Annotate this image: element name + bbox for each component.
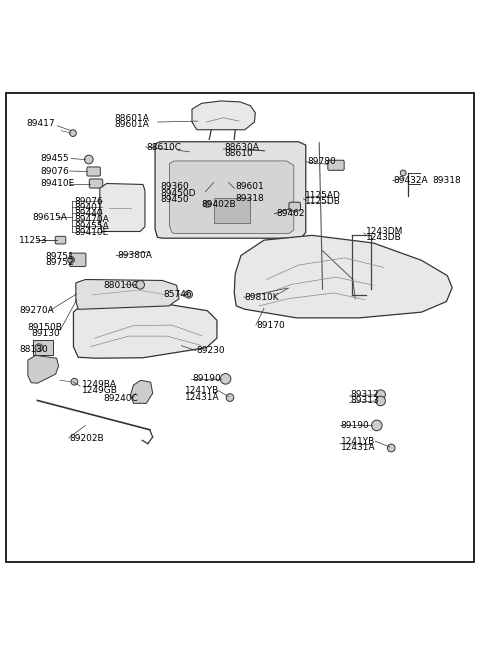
Polygon shape [155,141,306,238]
Text: 89380A: 89380A [118,251,153,260]
Text: 89417: 89417 [26,119,55,128]
Circle shape [220,373,231,384]
Text: 1241YB: 1241YB [341,438,375,446]
FancyBboxPatch shape [289,202,300,211]
Text: 89270A: 89270A [19,306,54,315]
Text: 89190: 89190 [341,421,370,430]
Text: 89318: 89318 [235,195,264,203]
Polygon shape [169,161,294,233]
Circle shape [372,420,382,431]
Text: 85746: 85746 [163,290,192,299]
Text: 89810K: 89810K [245,293,279,302]
FancyBboxPatch shape [87,167,100,176]
Text: 89076: 89076 [74,196,103,206]
Text: 88610: 88610 [225,149,253,158]
Text: 89615A: 89615A [33,213,68,221]
Text: 89360: 89360 [161,182,190,191]
Circle shape [357,255,368,266]
Circle shape [204,201,211,208]
Polygon shape [28,356,59,383]
Text: 89240C: 89240C [103,394,138,403]
Text: 89190: 89190 [192,375,221,383]
Polygon shape [76,280,179,309]
Bar [33,341,53,355]
FancyBboxPatch shape [89,179,103,188]
Circle shape [169,146,178,155]
Text: 89313: 89313 [350,396,379,405]
Text: 88630A: 88630A [225,143,260,151]
Polygon shape [73,299,217,358]
Text: 1125AD: 1125AD [305,191,341,200]
Circle shape [136,280,144,289]
Polygon shape [131,381,153,403]
Polygon shape [100,183,145,231]
Circle shape [185,291,192,298]
Circle shape [376,390,385,400]
Text: 89751: 89751 [46,252,74,261]
Text: 89230: 89230 [197,346,226,355]
Circle shape [264,147,273,155]
Circle shape [400,170,406,176]
Text: 89170: 89170 [257,320,286,329]
Text: 89455A: 89455A [74,222,109,231]
Polygon shape [234,235,452,318]
Text: 89402B: 89402B [202,200,236,209]
Text: 89462: 89462 [276,209,304,218]
FancyBboxPatch shape [287,283,300,293]
Text: 89130: 89130 [31,329,60,338]
Text: 89780: 89780 [307,157,336,166]
Circle shape [70,130,76,136]
Circle shape [35,344,43,352]
Text: 89312: 89312 [350,390,379,399]
Text: 89450D: 89450D [161,189,196,198]
Text: 12431A: 12431A [185,392,219,402]
Text: 89202B: 89202B [70,434,104,443]
Text: 89410E: 89410E [74,228,108,237]
FancyBboxPatch shape [70,253,86,267]
Text: 1243DM: 1243DM [366,227,403,236]
Circle shape [387,444,395,452]
Circle shape [376,396,385,405]
Text: 1249BA: 1249BA [82,380,117,388]
Text: 88130: 88130 [19,345,48,354]
Text: 11253: 11253 [19,236,48,244]
Text: 89150B: 89150B [28,323,63,332]
Text: 1241YB: 1241YB [185,386,219,396]
Text: 89601: 89601 [235,182,264,191]
Text: 88610C: 88610C [146,143,181,152]
Polygon shape [192,101,255,130]
Circle shape [71,379,78,385]
Text: 1249GB: 1249GB [82,386,118,395]
Text: 89450: 89450 [161,195,190,204]
Text: 88010C: 88010C [103,281,138,290]
Circle shape [68,257,74,263]
Text: 88601A: 88601A [114,114,149,123]
Text: 89432A: 89432A [394,176,428,185]
Text: 89401: 89401 [74,203,103,212]
FancyBboxPatch shape [55,236,66,244]
Text: 89410E: 89410E [41,179,75,188]
Circle shape [226,394,234,402]
Text: 89440: 89440 [74,209,103,218]
Text: 1125DB: 1125DB [305,197,341,206]
Text: 89752: 89752 [46,258,74,267]
Text: 12431A: 12431A [341,443,375,453]
Bar [214,198,250,223]
FancyBboxPatch shape [328,160,344,170]
Text: 89076: 89076 [41,166,70,176]
Text: 89470A: 89470A [74,215,109,225]
Text: 89601A: 89601A [114,121,149,130]
Text: 89455: 89455 [41,154,70,163]
Text: 1243DB: 1243DB [366,233,401,242]
Circle shape [84,155,93,164]
Text: 89318: 89318 [432,176,461,185]
